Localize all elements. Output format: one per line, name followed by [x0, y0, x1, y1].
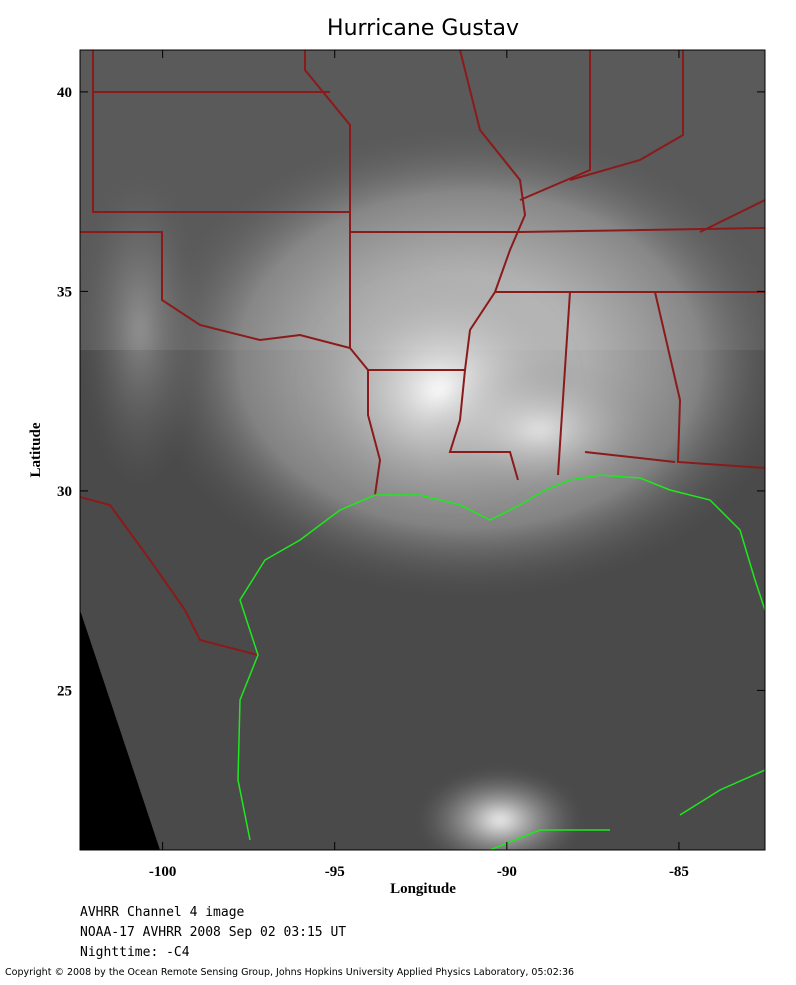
satellite-image: [80, 50, 765, 850]
caption-line: NOAA-17 AVHRR 2008 Sep 02 03:15 UT: [80, 925, 346, 940]
y-tick-label: 35: [57, 284, 72, 300]
plot-frame: [79, 49, 766, 851]
y-axis-label: Latitude: [28, 422, 44, 477]
copyright: Copyright © 2008 by the Ocean Remote Sen…: [5, 967, 574, 978]
caption-line: AVHRR Channel 4 image: [80, 905, 245, 920]
state-borders: [80, 50, 765, 656]
coastline: [237, 474, 765, 841]
chart-title: Hurricane Gustav: [327, 16, 519, 41]
caption-line: Nighttime: -C4: [80, 945, 190, 960]
x-tick-label: -100: [149, 864, 177, 880]
y-tick-label: 30: [57, 484, 72, 500]
y-tick-label: 25: [57, 683, 72, 699]
x-axis-label: Longitude: [390, 881, 456, 897]
x-tick-label: -85: [669, 864, 689, 880]
x-tick-label: -95: [325, 864, 345, 880]
x-tick-label: -90: [497, 864, 517, 880]
y-tick-label: 40: [57, 85, 72, 101]
